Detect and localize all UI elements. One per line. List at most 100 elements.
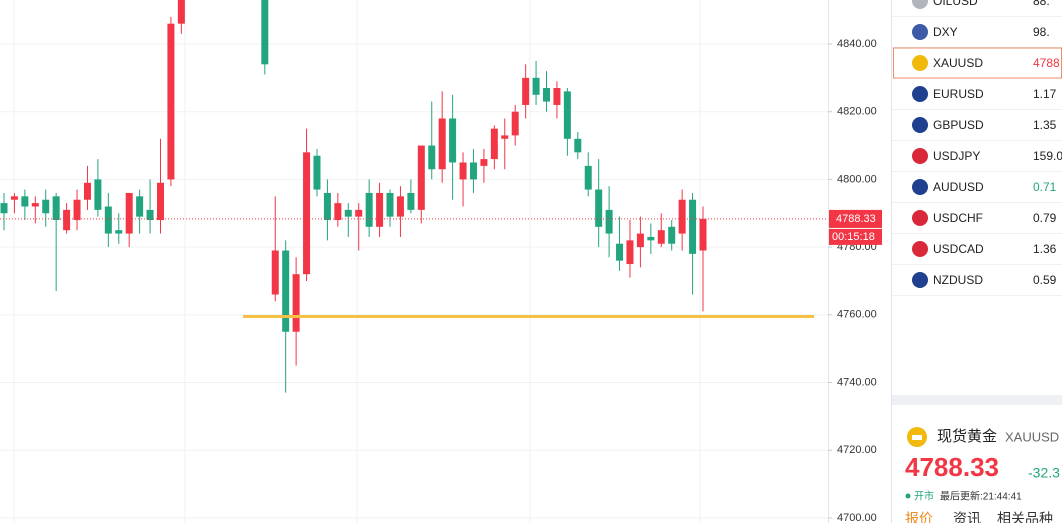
candle-body: [21, 196, 29, 207]
candle-body: [668, 226, 676, 244]
row-value[interactable]: 1.36: [1033, 242, 1057, 256]
row-value[interactable]: 88.: [1033, 0, 1050, 8]
chart-plot: [0, 0, 828, 523]
detail: 现货黄金 XAUUSD 4788.33 -32.3 开市 最后更新:21:44:…: [905, 427, 1060, 523]
candle-body: [459, 162, 467, 180]
row-value[interactable]: 4788: [1033, 56, 1060, 70]
flag-icon: [912, 148, 928, 164]
flag-icon: [912, 117, 928, 133]
candle-body: [626, 240, 634, 265]
candle-body: [52, 196, 60, 221]
candle-body: [449, 118, 457, 163]
candle-body: [261, 0, 269, 65]
row-symbol[interactable]: NZDUSD: [933, 273, 983, 287]
candle-body: [522, 77, 530, 105]
candle-body: [532, 77, 540, 95]
candle-body: [10, 196, 18, 200]
flag-icon: [912, 210, 928, 226]
candle-body: [689, 199, 697, 254]
candle-body: [344, 209, 352, 217]
candle-body: [386, 192, 394, 217]
panel-gap: [892, 395, 1062, 405]
row-symbol[interactable]: AUDUSD: [933, 180, 984, 194]
candle-body: [83, 182, 91, 200]
candle-body: [136, 196, 144, 217]
tab[interactable]: 资讯: [953, 511, 981, 523]
candle-body: [636, 233, 644, 248]
candle-body: [428, 145, 436, 170]
y-tick-label: 4800.00: [837, 173, 877, 185]
candle-body: [355, 209, 363, 217]
candle-body: [699, 218, 707, 251]
y-tick-label: 4820.00: [837, 106, 877, 118]
candle-body: [115, 230, 123, 234]
row-symbol[interactable]: GBPUSD: [933, 118, 984, 132]
candle-body: [407, 192, 415, 210]
row-value[interactable]: 1.17: [1033, 87, 1057, 101]
candle-body: [0, 203, 8, 214]
candle-body: [282, 250, 290, 332]
flag-icon: [912, 241, 928, 257]
candle-body: [616, 243, 624, 261]
detail-symbol: XAUUSD: [1005, 429, 1059, 444]
candle-body: [42, 199, 50, 214]
status-dot: [905, 493, 911, 499]
candle-body: [313, 155, 321, 190]
candle-body: [647, 236, 655, 241]
candle-body: [490, 128, 498, 160]
row-symbol[interactable]: USDCAD: [933, 242, 984, 256]
candle-body: [104, 206, 112, 234]
candle-body: [167, 23, 175, 180]
countdown-label: 00:15:18: [832, 231, 875, 243]
candle-body: [334, 203, 342, 221]
y-tick-label: 4760.00: [837, 309, 877, 321]
candle-body: [396, 196, 404, 217]
candle-body: [31, 203, 39, 207]
tab[interactable]: 相关品种: [997, 511, 1053, 523]
candle-body: [543, 88, 551, 102]
candle-body: [469, 162, 477, 180]
candle-body: [323, 192, 331, 221]
watchlist: OILUSD 88. DXY 98. XAUUSD 4788 EURUSD 1.17 GBPUS…: [892, 0, 1062, 296]
row-value[interactable]: 1.35: [1033, 118, 1057, 132]
candle-body: [271, 250, 279, 295]
row-value[interactable]: 0.59: [1033, 273, 1057, 287]
flag-icon: [912, 55, 928, 71]
price-axis: 4700.004720.004740.004760.004780.004800.…: [828, 38, 882, 523]
candle-body: [146, 209, 154, 221]
candle-body: [156, 182, 164, 221]
candle-body: [553, 88, 561, 105]
row-value[interactable]: 159.0: [1033, 149, 1062, 163]
row-symbol[interactable]: EURUSD: [933, 87, 984, 101]
row-symbol[interactable]: USDJPY: [933, 149, 980, 163]
flag-icon: [912, 179, 928, 195]
candle-body: [292, 274, 300, 332]
tab[interactable]: 报价: [905, 511, 933, 523]
candle-body: [563, 91, 571, 139]
row-symbol[interactable]: OILUSD: [933, 0, 978, 8]
detail-price: 4788.33: [905, 452, 999, 482]
row-value[interactable]: 98.: [1033, 25, 1050, 39]
candle-body: [376, 192, 384, 227]
candle-body: [657, 230, 665, 244]
candle-body: [365, 192, 373, 227]
candle-body: [584, 165, 592, 190]
row-symbol[interactable]: DXY: [933, 25, 958, 39]
candle-body: [574, 138, 582, 153]
y-tick-label: 4840.00: [837, 38, 877, 50]
y-tick-label: 4700.00: [837, 512, 877, 523]
candle-body: [501, 135, 509, 139]
detail-change: -32.3: [1028, 465, 1060, 481]
candle-body: [480, 159, 488, 166]
candle-body: [678, 199, 686, 234]
row-symbol[interactable]: XAUUSD: [933, 56, 983, 70]
row-symbol[interactable]: USDCHF: [933, 211, 983, 225]
detail-status: 开市: [914, 490, 934, 503]
flag-icon: [912, 272, 928, 288]
candle-body: [94, 179, 102, 210]
row-value[interactable]: 0.79: [1033, 211, 1057, 225]
candle-body: [511, 111, 519, 136]
row-value[interactable]: 0.71: [1033, 180, 1057, 194]
flag-icon: [912, 86, 928, 102]
candle-body: [303, 152, 311, 275]
